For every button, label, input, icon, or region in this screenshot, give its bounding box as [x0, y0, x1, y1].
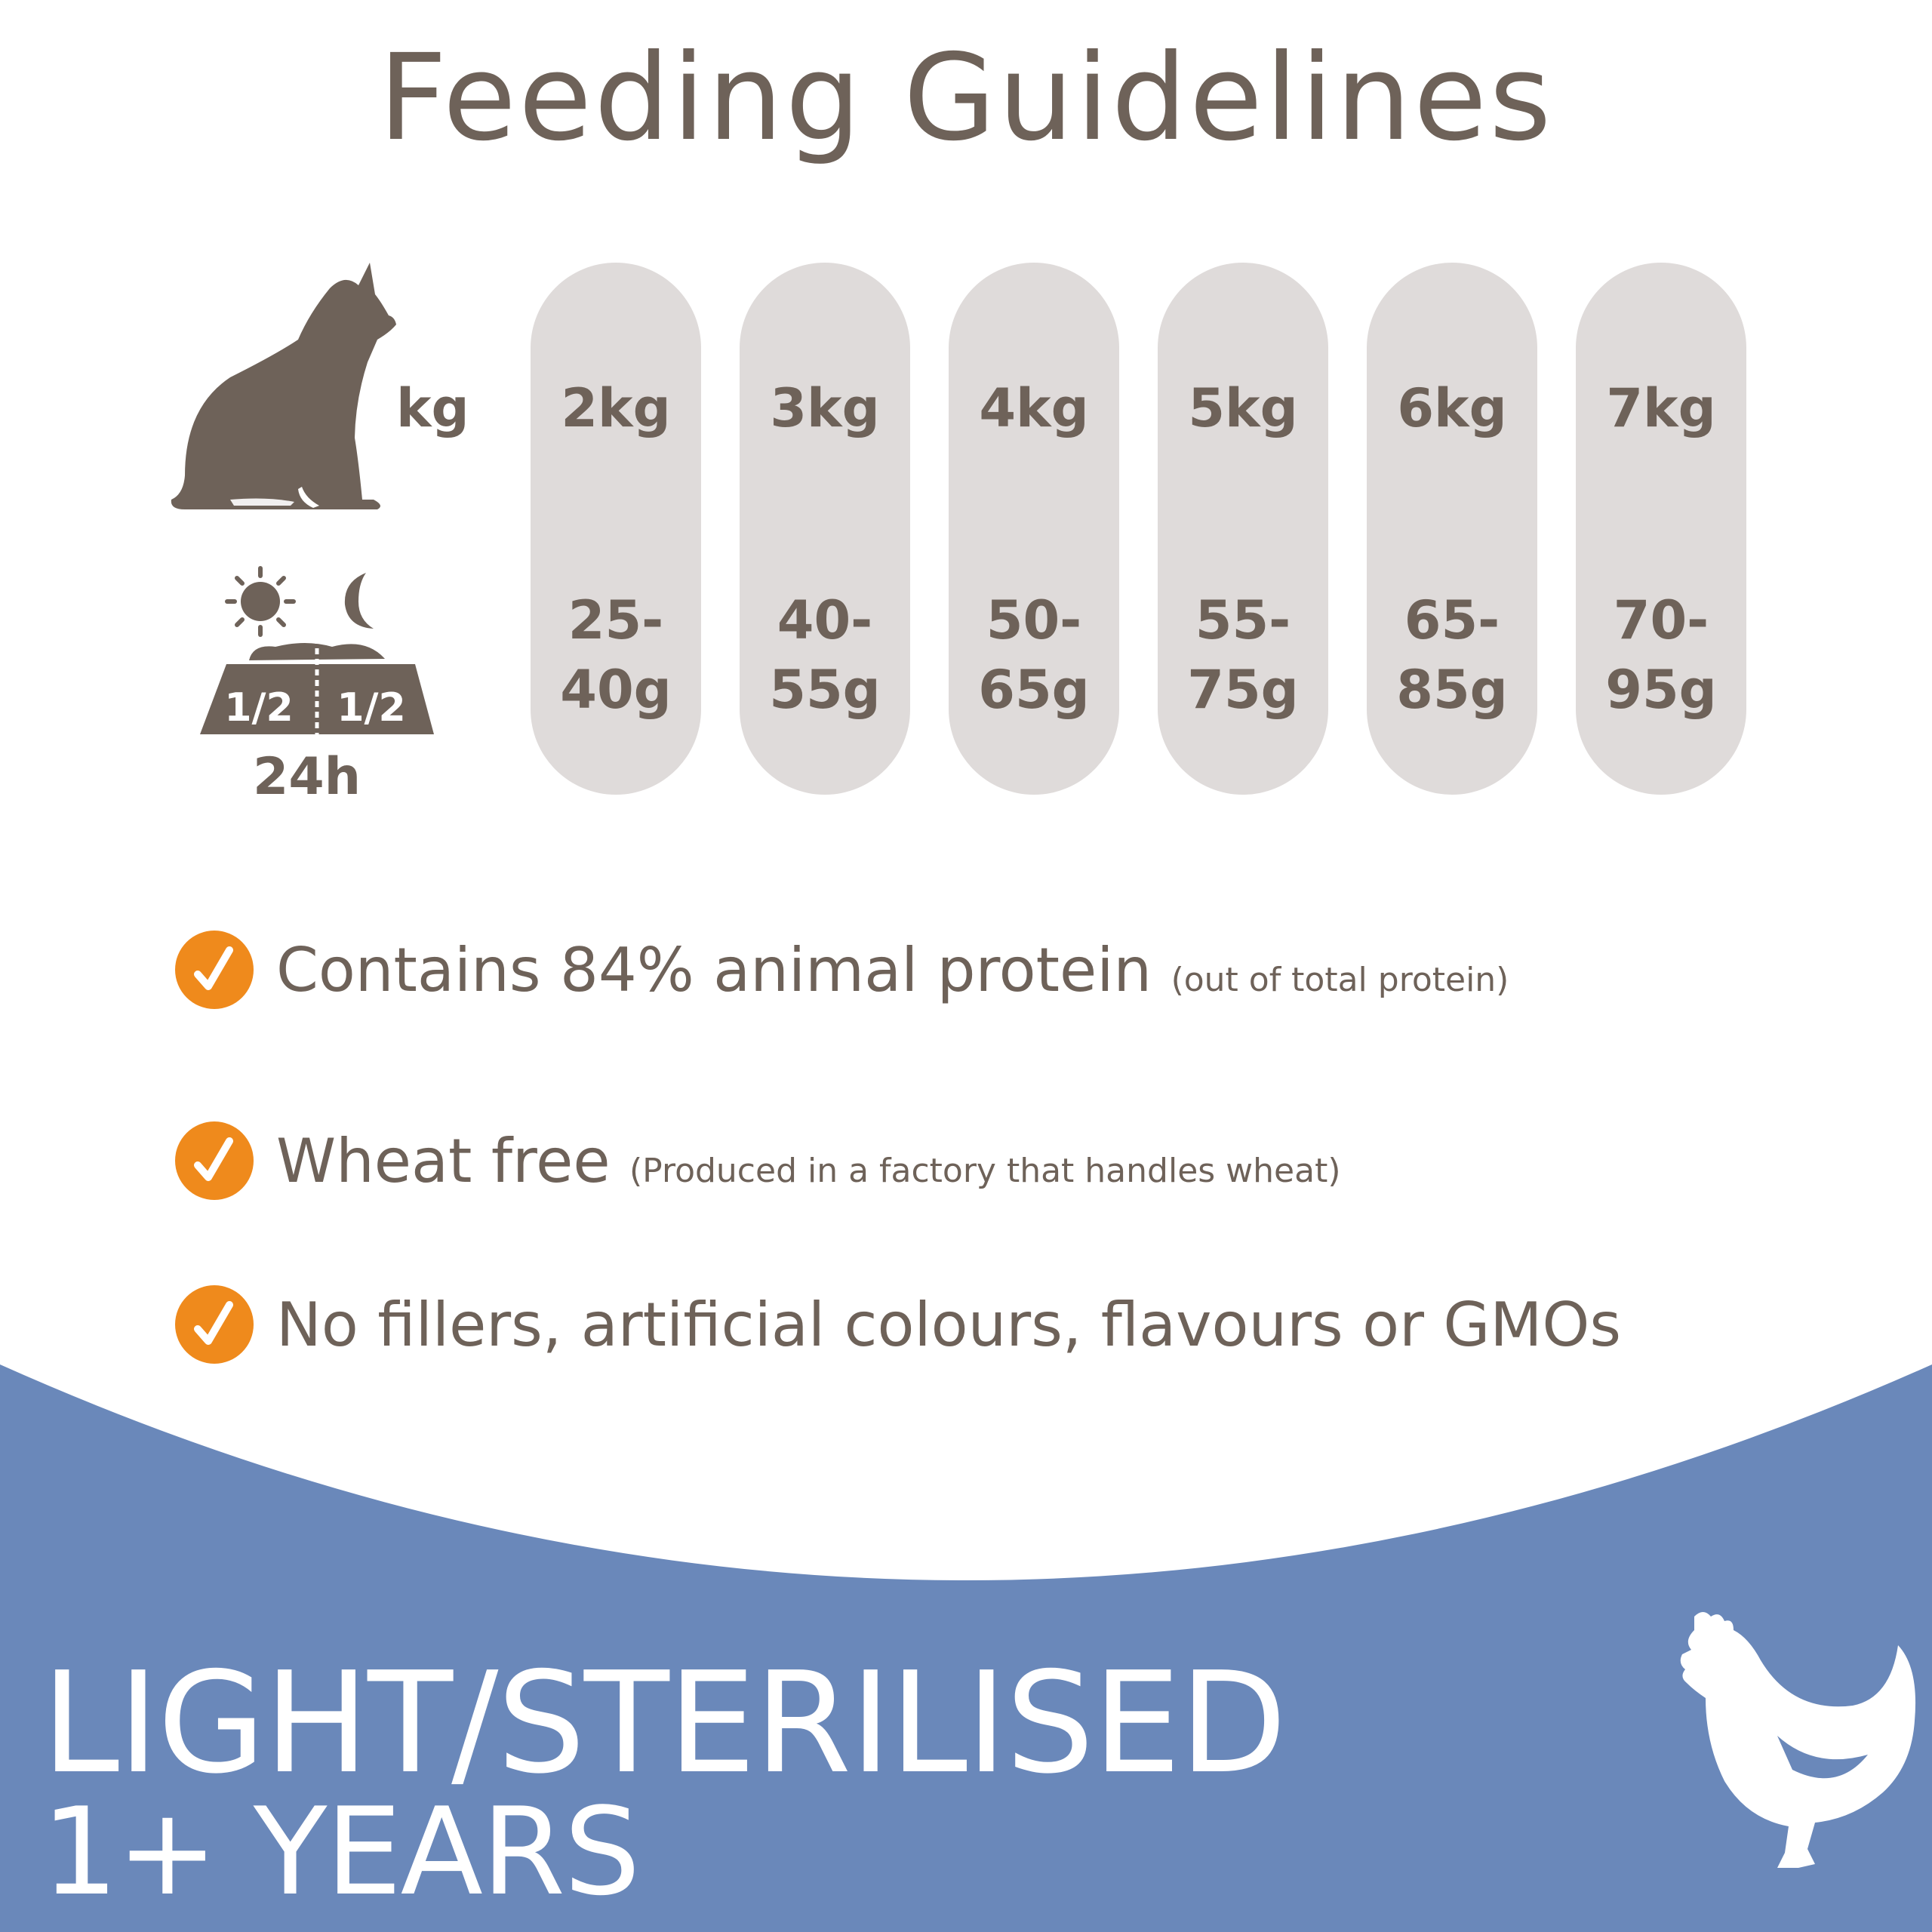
weight-value: 4kg: [979, 377, 1089, 439]
feature-note: (Produced in a factory that handles whea…: [629, 1151, 1341, 1190]
product-line: LIGHT/STERILISED: [42, 1641, 1287, 1804]
feeding-column: 4kg 50- 65g: [949, 263, 1119, 795]
weight-unit-label: kg: [396, 377, 469, 439]
feature-text: Contains 84% animal protein (out of tota…: [276, 934, 1509, 1005]
weight-value: 2kg: [561, 377, 671, 439]
feature-note: (out of total protein): [1171, 960, 1509, 999]
feature-item: No fillers, artificial colours, flavours…: [175, 1283, 1621, 1366]
cat-icon: [171, 263, 396, 509]
feeding-column: 6kg 65- 85g: [1367, 263, 1537, 795]
check-icon: [175, 1285, 254, 1364]
amount-value: 55- 75g: [1187, 589, 1299, 721]
chicken-icon: [1680, 1612, 1916, 1868]
sun-icon: [225, 566, 296, 637]
weight-value: 3kg: [770, 377, 880, 439]
weight-value: 5kg: [1188, 377, 1298, 439]
feature-text: Wheat free (Produced in a factory that h…: [276, 1125, 1341, 1196]
check-icon: [175, 1121, 254, 1200]
feature-text: No fillers, artificial colours, flavours…: [276, 1289, 1622, 1360]
moon-icon: [344, 573, 374, 629]
amount-value: 70- 95g: [1605, 589, 1717, 721]
amount-value: 25- 40g: [560, 589, 672, 721]
amount-value: 65- 85g: [1396, 589, 1508, 721]
split-left-label: 1/2: [224, 685, 293, 731]
weight-value: 6kg: [1397, 377, 1507, 439]
food-bowl-icon: 1/2 1/2: [200, 566, 434, 734]
feature-item: Contains 84% animal protein (out of tota…: [175, 928, 1509, 1011]
weight-value: 7kg: [1606, 377, 1716, 439]
check-icon: [175, 931, 254, 1009]
feeding-column: 2kg 25- 40g: [531, 263, 701, 795]
feature-item: Wheat free (Produced in a factory that h…: [175, 1119, 1341, 1202]
amount-value: 50- 65g: [978, 589, 1090, 721]
feeding-column: 5kg 55- 75g: [1158, 263, 1328, 795]
feeding-column: 3kg 40- 55g: [740, 263, 910, 795]
product-age: 1+ YEARS: [42, 1781, 641, 1922]
amount-value: 40- 55g: [769, 589, 881, 721]
feeding-column: 7kg 70- 95g: [1576, 263, 1746, 795]
page-title: Feeding Guidelines: [378, 29, 1554, 168]
split-right-label: 1/2: [337, 685, 405, 731]
period-label: 24h: [253, 747, 361, 807]
